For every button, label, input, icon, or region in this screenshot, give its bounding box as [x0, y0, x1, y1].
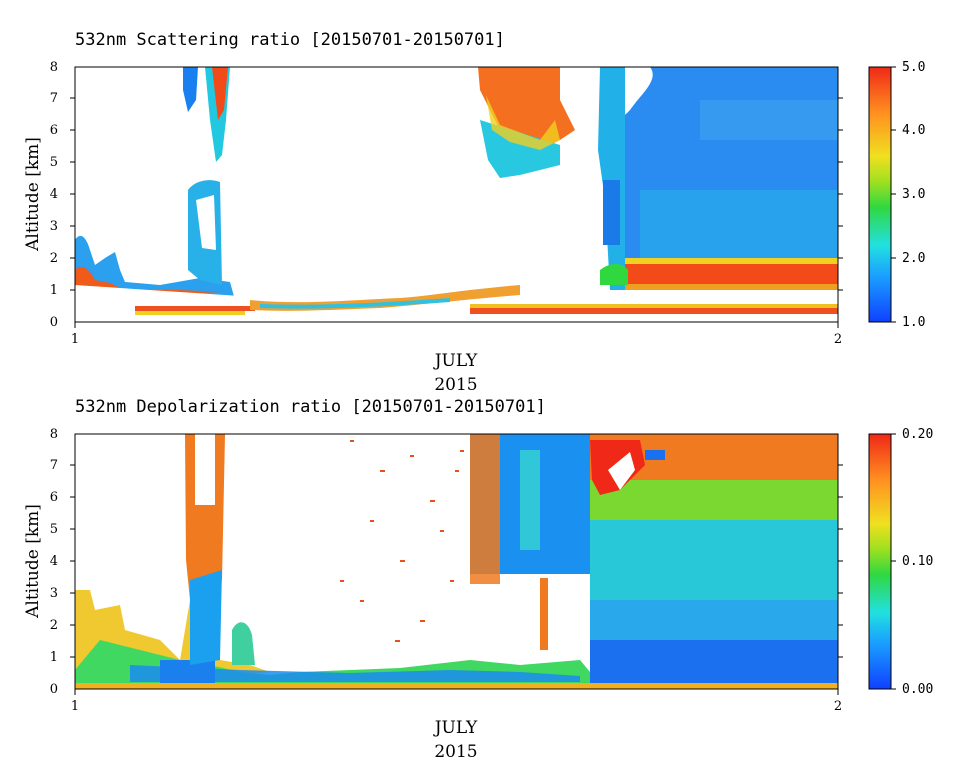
colorbar-tick: 1.0 [902, 315, 925, 330]
x-axis-year: 2015 [434, 375, 477, 395]
x-axis: 1 2 [71, 689, 842, 714]
y-tick-label: 2 [50, 251, 58, 266]
x-axis-label: JULY [433, 351, 478, 371]
y-tick-label: 1 [50, 283, 58, 298]
panel-scattering-ratio: 532nm Scattering ratio [20150701-2015070… [23, 30, 925, 395]
y-tick-label: 5 [50, 522, 58, 537]
x-axis: 1 2 [71, 322, 842, 347]
y-tick-label: 8 [50, 427, 58, 442]
y-tick-label: 8 [50, 60, 58, 75]
x-tick-label: 2 [834, 332, 842, 347]
colorbar-tick: 3.0 [902, 187, 925, 202]
colorbar-tick: 5.0 [902, 60, 925, 75]
y-tick-label: 4 [50, 554, 58, 569]
chart-title: 532nm Scattering ratio [20150701-2015070… [75, 30, 505, 50]
heatmap-depolarization [75, 434, 838, 689]
y-tick-label: 3 [50, 219, 58, 234]
y-tick-label: 0 [50, 682, 58, 697]
y-tick-label: 5 [50, 155, 58, 170]
x-tick-label: 1 [71, 332, 79, 347]
y-tick-label: 2 [50, 618, 58, 633]
colorbar: 1.0 2.0 3.0 4.0 5.0 [868, 60, 925, 330]
colorbar-tick: 4.0 [902, 123, 925, 138]
colorbar-tick: 0.20 [902, 427, 933, 442]
y-tick-label: 6 [50, 123, 58, 138]
heatmap-scattering [75, 67, 838, 320]
colorbar-tick: 0.00 [902, 682, 933, 697]
y-tick-label: 3 [50, 586, 58, 601]
colorbar-tick: 2.0 [902, 251, 925, 266]
y-axis: 0 1 2 3 4 5 6 7 8 [50, 427, 843, 697]
y-tick-label: 0 [50, 315, 58, 330]
colorbar: 0.00 0.10 0.20 [868, 427, 933, 697]
y-axis-label: Altitude [km] [23, 137, 43, 252]
y-tick-label: 1 [50, 650, 58, 665]
x-axis-label: JULY [433, 718, 478, 738]
panel-depolarization-ratio: 532nm Depolarization ratio [20150701-201… [23, 397, 933, 762]
y-tick-label: 6 [50, 490, 58, 505]
colorbar-scale [868, 433, 892, 690]
y-tick-label: 7 [50, 458, 58, 473]
y-tick-label: 7 [50, 91, 58, 106]
x-axis-year: 2015 [434, 742, 477, 762]
x-tick-label: 1 [71, 699, 79, 714]
y-tick-label: 4 [50, 187, 58, 202]
colorbar-tick: 0.10 [902, 554, 933, 569]
y-axis: 0 1 2 3 4 5 6 7 8 [50, 60, 843, 330]
y-axis-label: Altitude [km] [23, 504, 43, 619]
colorbar-scale [868, 66, 892, 323]
x-tick-label: 2 [834, 699, 842, 714]
chart-title: 532nm Depolarization ratio [20150701-201… [75, 397, 546, 417]
